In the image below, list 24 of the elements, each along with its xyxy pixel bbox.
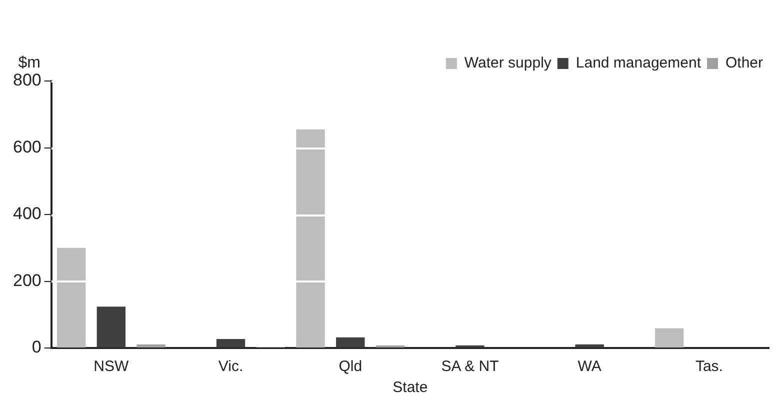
bar: [575, 344, 604, 348]
legend-label: Water supply: [464, 54, 552, 72]
legend-label: Other: [725, 54, 764, 72]
x-tick-label: NSW: [94, 358, 130, 376]
y-tick-label: 400: [12, 204, 42, 224]
y-axis-title: $m: [18, 54, 40, 72]
bar: [96, 306, 126, 348]
x-tick-label: Qld: [338, 358, 362, 376]
x-axis-title: State: [392, 379, 428, 396]
bar: [336, 337, 365, 348]
x-tick-label: Vic.: [218, 358, 244, 376]
bar: [136, 344, 166, 348]
y-tick-label: 800: [12, 70, 42, 90]
y-tick-label: 0: [32, 338, 42, 357]
x-tick-label: Tas.: [695, 358, 723, 376]
x-tick-label: SA & NT: [441, 358, 499, 376]
bar: [296, 129, 325, 348]
legend-label: Land management: [576, 54, 702, 72]
x-tick-label: WA: [578, 358, 602, 376]
y-tick-label: 200: [12, 270, 42, 290]
bar: [56, 248, 86, 348]
y-tick-label: 600: [12, 137, 42, 156]
bar: [216, 338, 246, 348]
bar: [654, 328, 684, 348]
